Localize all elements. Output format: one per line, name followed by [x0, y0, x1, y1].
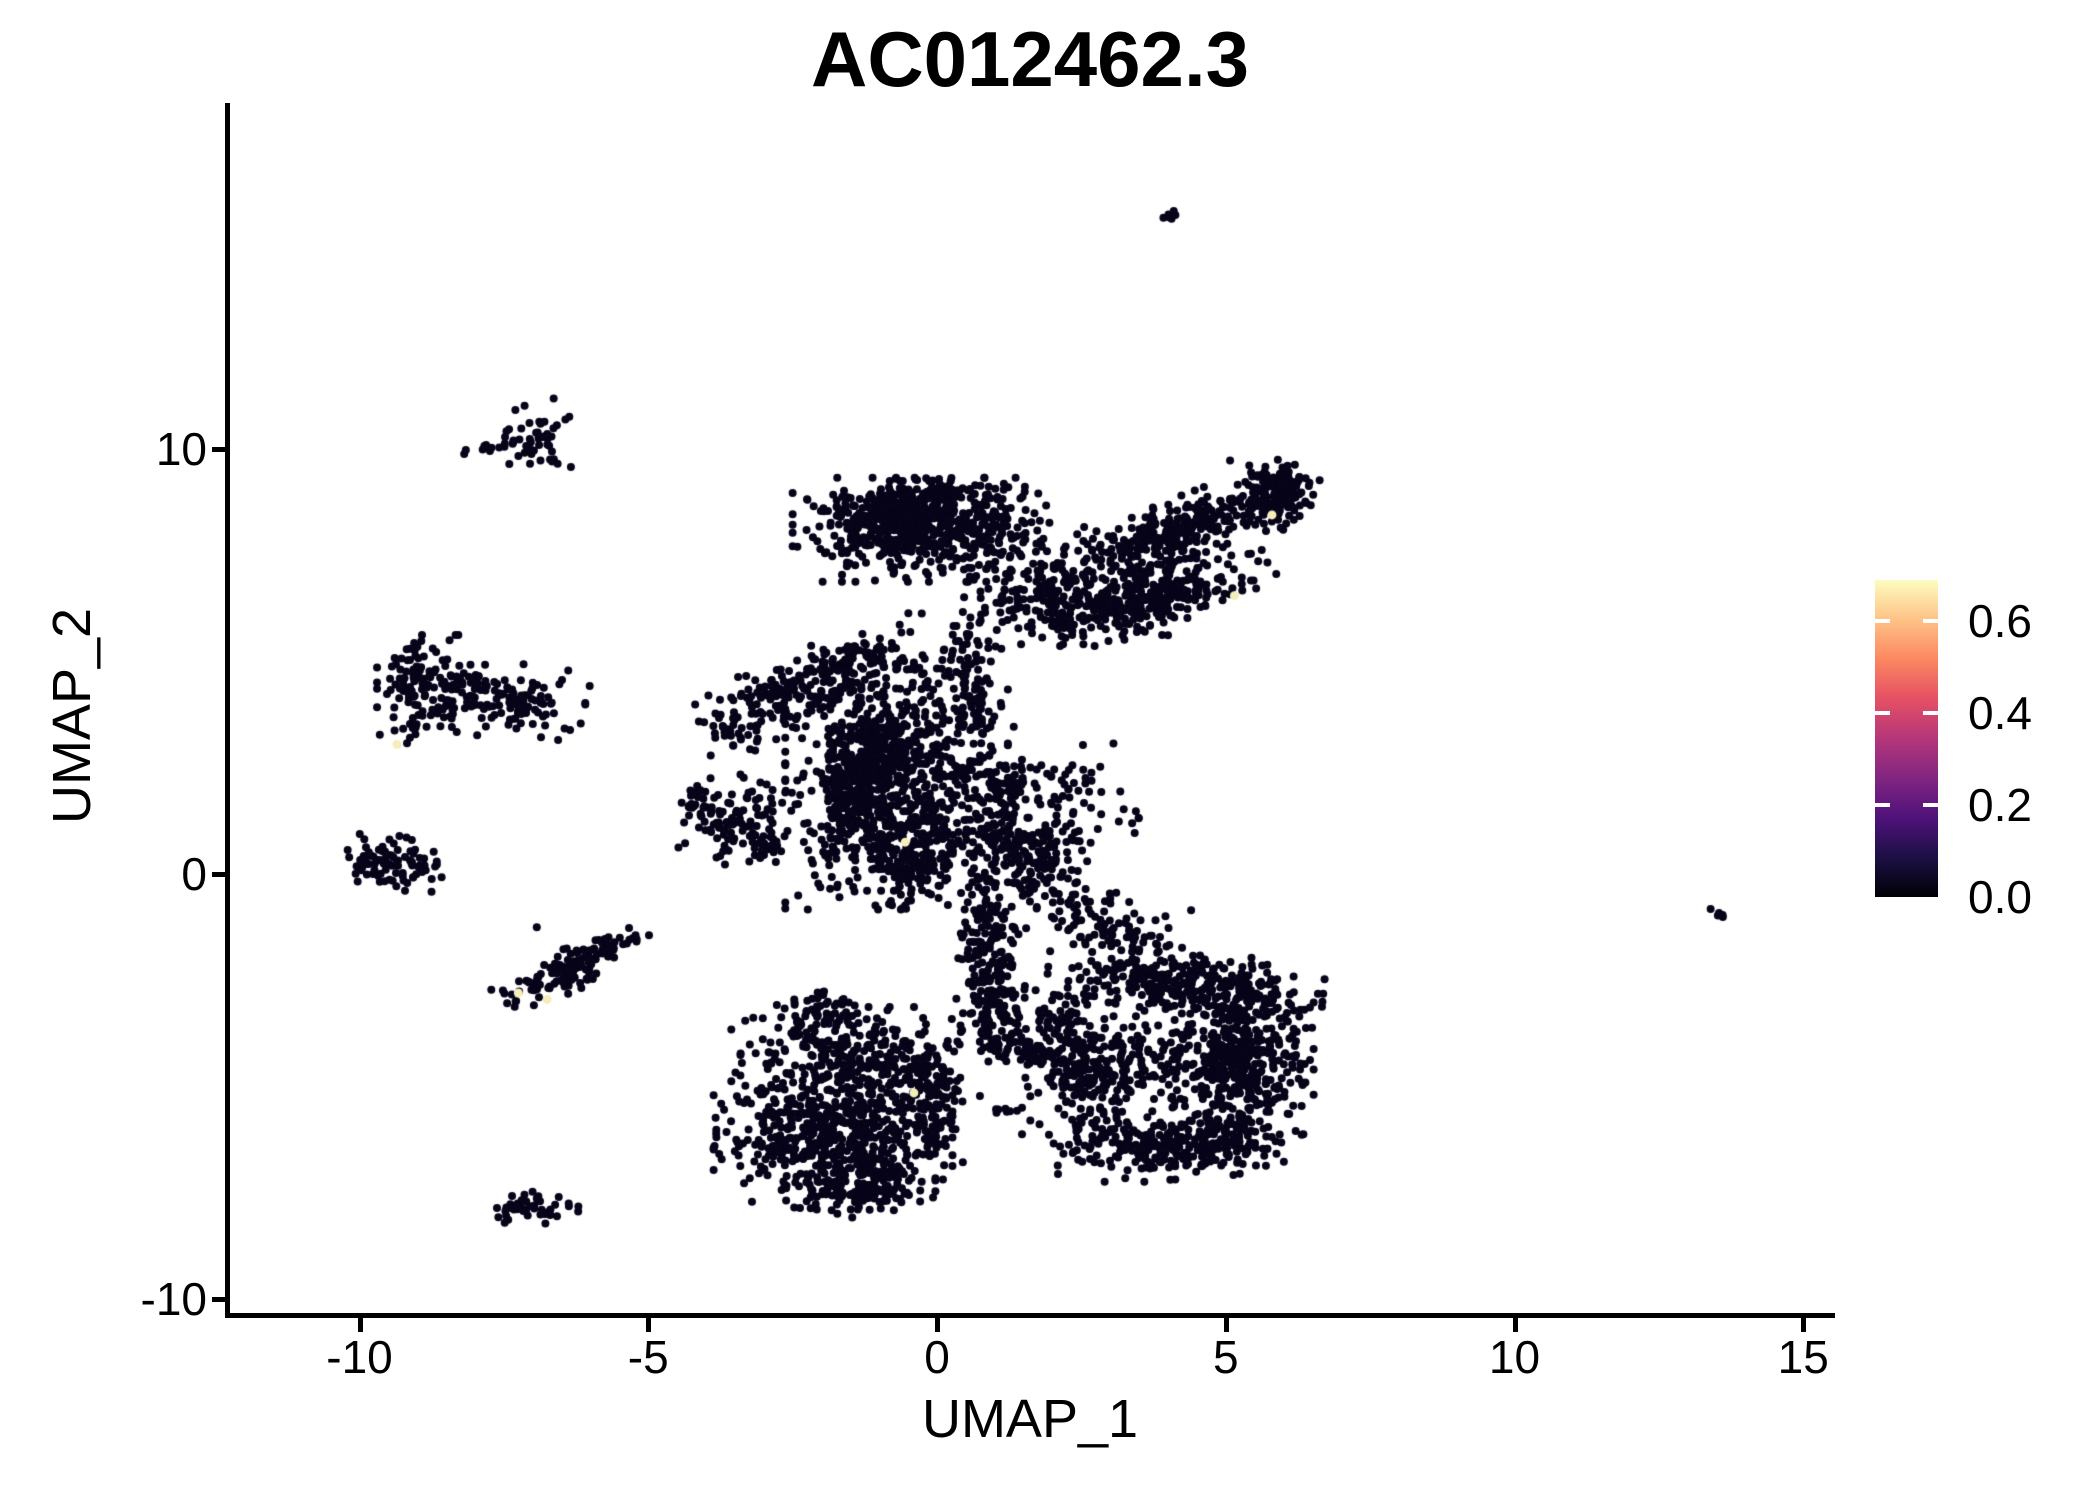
plot-title: AC012462.3: [811, 15, 1249, 103]
y-tick-label: 10: [155, 423, 207, 475]
y-tick-mark: [212, 447, 226, 452]
x-tick-label: -5: [627, 1331, 669, 1383]
y-tick-label: -10: [140, 1273, 207, 1325]
x-tick-label: -10: [326, 1331, 393, 1383]
colorbar-tick-mark: [1875, 711, 1890, 716]
colorbar-tick-label: 0.0: [1968, 871, 2032, 923]
x-tick-label: 15: [1777, 1331, 1829, 1383]
colorbar-tick-label: 0.4: [1968, 687, 2032, 740]
y-tick-mark: [212, 1297, 226, 1302]
colorbar-tick-mark: [1923, 619, 1938, 624]
x-tick-mark: [646, 1318, 652, 1332]
x-tick-label: 0: [924, 1331, 950, 1383]
x-axis-title: UMAP_1: [921, 1389, 1139, 1449]
x-tick-mark: [1223, 1318, 1229, 1332]
x-tick-mark: [935, 1318, 940, 1332]
colorbar-tick-mark: [1875, 619, 1890, 624]
y-tick-mark: [212, 872, 226, 877]
colorbar-tick-label: 0.6: [1968, 595, 2032, 648]
x-tick-label: 10: [1488, 1331, 1541, 1383]
x-tick-mark: [357, 1318, 363, 1332]
colorbar-tick-label: 0.2: [1968, 779, 2032, 832]
y-tick-label: 0: [181, 848, 207, 900]
colorbar-tick-mark: [1875, 803, 1890, 808]
y-axis-title: UMAP_2: [42, 607, 102, 825]
x-tick-mark: [1801, 1318, 1807, 1332]
x-tick-label: 5: [1212, 1331, 1239, 1383]
colorbar-tick-mark: [1923, 711, 1938, 716]
x-axis-line: [225, 1313, 1835, 1318]
colorbar-gradient: [1875, 580, 1938, 897]
x-tick-mark: [1512, 1318, 1518, 1332]
colorbar-tick-mark: [1923, 803, 1938, 808]
y-axis-line: [225, 103, 230, 1315]
